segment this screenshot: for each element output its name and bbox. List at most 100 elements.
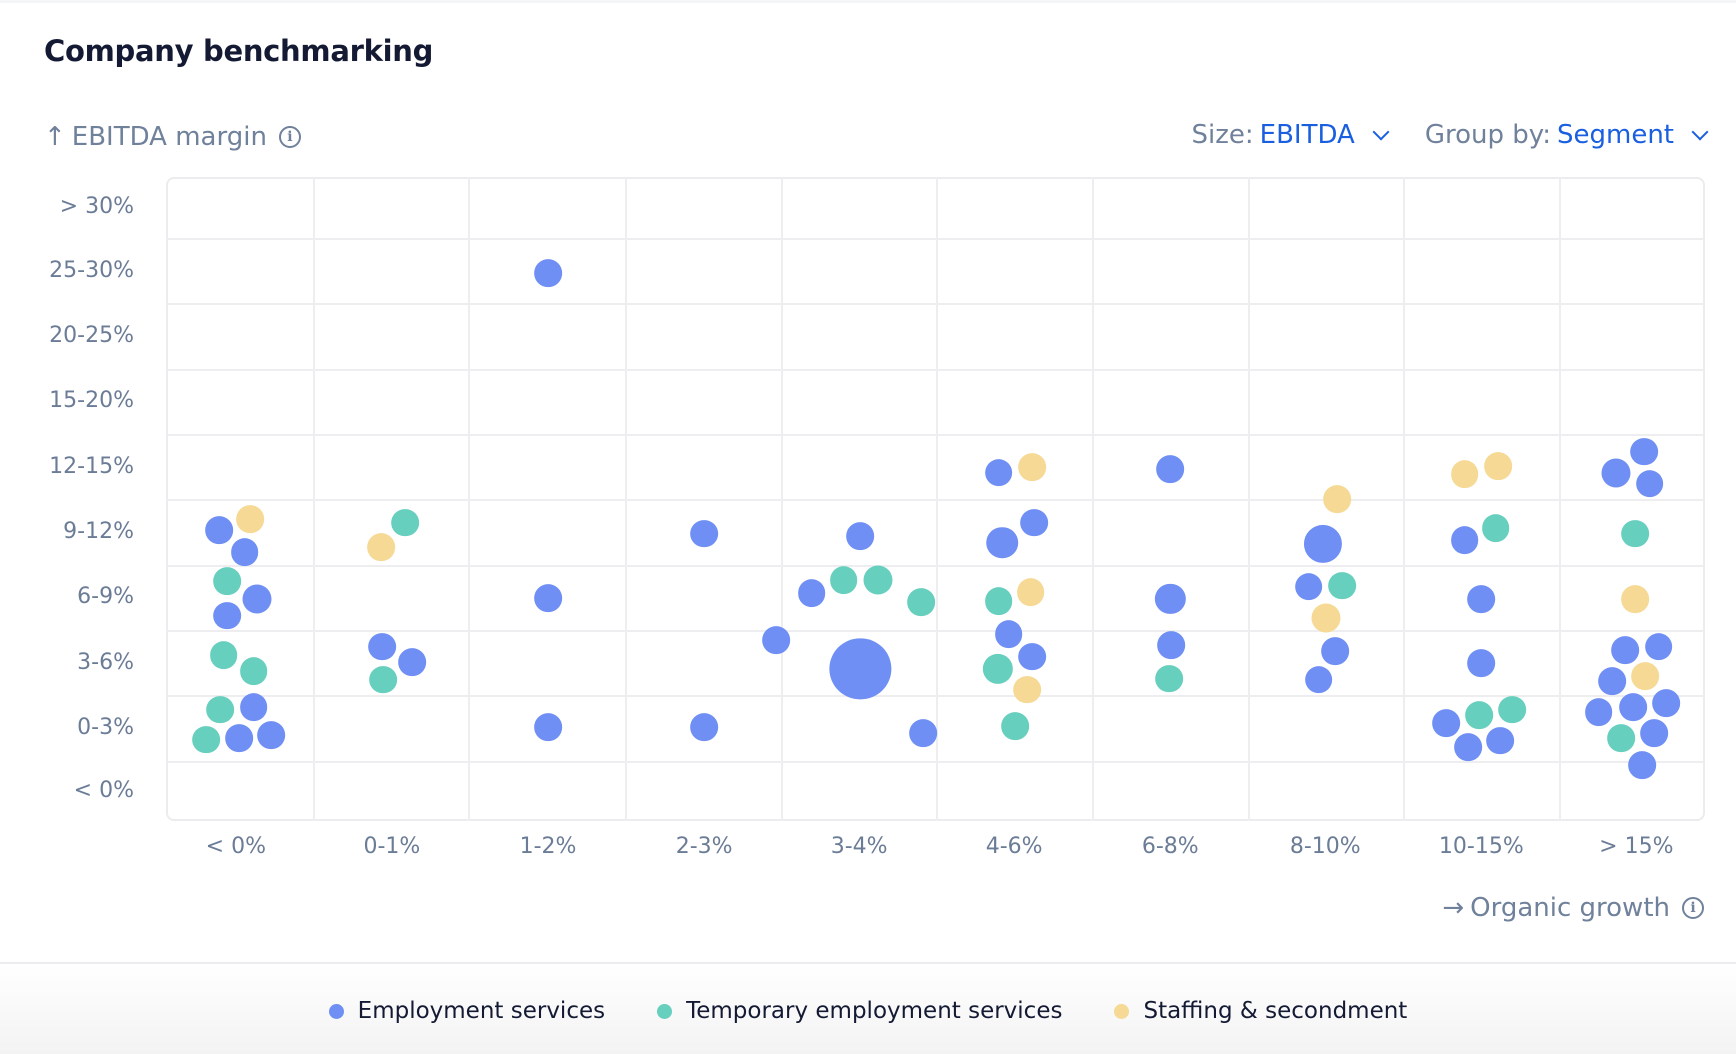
bubble[interactable] <box>1450 526 1479 555</box>
chart-controls: Size: EBITDA Group by: Segment <box>1192 120 1709 150</box>
plot-area <box>166 177 1705 821</box>
bubble[interactable] <box>1328 571 1356 600</box>
bubble[interactable] <box>1644 632 1673 661</box>
bubble[interactable] <box>1607 724 1635 753</box>
bubble[interactable] <box>690 519 718 548</box>
bubble[interactable] <box>1467 585 1496 613</box>
page-title: Company benchmarking <box>44 34 434 68</box>
bubble[interactable] <box>1020 508 1048 537</box>
x-tick-label: 8-10% <box>1289 834 1361 859</box>
bubble[interactable] <box>690 713 718 742</box>
bubble[interactable] <box>1013 675 1042 704</box>
bubble[interactable] <box>863 565 893 595</box>
bubble[interactable] <box>391 508 420 537</box>
bubble[interactable] <box>909 719 938 747</box>
bubble[interactable] <box>1155 583 1186 615</box>
bubble[interactable] <box>239 657 268 685</box>
bubble[interactable] <box>1619 693 1647 722</box>
bubble[interactable] <box>239 693 268 722</box>
bubble[interactable] <box>1598 667 1626 695</box>
bubble[interactable] <box>1498 695 1527 724</box>
legend-item-temporary-employment-services[interactable]: Temporary employment services <box>657 998 1062 1024</box>
gridline-horizontal <box>166 760 1705 763</box>
x-tick-label: 10-15% <box>1438 834 1524 859</box>
bubble[interactable] <box>1601 458 1631 488</box>
bubble[interactable] <box>1467 649 1496 678</box>
bubble[interactable] <box>846 522 875 550</box>
bubble[interactable] <box>534 259 562 288</box>
gridline-horizontal <box>166 238 1705 241</box>
bubble[interactable] <box>1631 662 1660 691</box>
bubble[interactable] <box>1156 455 1185 484</box>
bubble[interactable] <box>1001 712 1030 741</box>
bubble[interactable] <box>230 538 259 567</box>
legend-item-employment-services[interactable]: Employment services <box>328 998 605 1024</box>
bubble[interactable] <box>213 601 241 630</box>
legend-item-staffing-secondment[interactable]: Staffing & secondment <box>1114 998 1407 1024</box>
bubble[interactable] <box>534 713 562 742</box>
group-by-dropdown[interactable]: Group by: Segment <box>1425 120 1709 150</box>
bubble[interactable] <box>829 566 858 594</box>
bubble[interactable] <box>1611 636 1640 664</box>
gridline-horizontal <box>166 303 1705 306</box>
bubble[interactable] <box>1486 726 1515 755</box>
bubble[interactable] <box>1484 452 1512 480</box>
bubble[interactable] <box>367 533 395 561</box>
x-axis-title: → Organic growth i <box>1442 893 1704 923</box>
bubble[interactable] <box>1454 733 1482 762</box>
bubble[interactable] <box>907 588 935 617</box>
bubble[interactable] <box>1621 519 1650 548</box>
bubble[interactable] <box>984 587 1013 616</box>
bubble[interactable] <box>1016 578 1045 607</box>
bubble[interactable] <box>236 505 265 534</box>
info-icon[interactable]: i <box>278 126 301 148</box>
bubble[interactable] <box>206 695 235 724</box>
bubble[interactable] <box>192 725 220 754</box>
bubble[interactable] <box>368 632 396 661</box>
bubble[interactable] <box>797 579 826 608</box>
bubble[interactable] <box>1157 631 1186 660</box>
bubble[interactable] <box>1018 642 1046 671</box>
bubble[interactable] <box>1640 719 1668 747</box>
bubble[interactable] <box>398 648 426 676</box>
bubble[interactable] <box>1630 437 1658 466</box>
bubble[interactable] <box>213 567 241 596</box>
bubble[interactable] <box>829 638 891 700</box>
info-icon[interactable]: i <box>1682 897 1704 919</box>
bubble[interactable] <box>1584 698 1613 726</box>
gridline-vertical <box>1402 177 1405 822</box>
bubble[interactable] <box>994 620 1023 649</box>
bubble[interactable] <box>1018 453 1046 482</box>
bubble[interactable] <box>534 584 562 612</box>
bubble[interactable] <box>982 653 1013 684</box>
bubble[interactable] <box>1628 751 1656 779</box>
bubble[interactable] <box>242 584 272 614</box>
bubble[interactable] <box>1323 485 1352 514</box>
y-tick-label: > 30% <box>59 194 134 220</box>
bubble[interactable] <box>225 724 253 753</box>
bubble[interactable] <box>1432 709 1460 737</box>
bubble[interactable] <box>369 665 397 694</box>
bubble[interactable] <box>986 526 1018 559</box>
bubble[interactable] <box>762 626 790 654</box>
bubble[interactable] <box>205 516 234 545</box>
size-dropdown[interactable]: Size: EBITDA <box>1192 120 1390 150</box>
bubble[interactable] <box>257 721 286 749</box>
bubble[interactable] <box>1635 469 1664 498</box>
bubble[interactable] <box>1481 514 1510 542</box>
bubble[interactable] <box>1652 689 1681 717</box>
bubble[interactable] <box>1450 460 1479 488</box>
bubble[interactable] <box>1294 572 1323 601</box>
bubble[interactable] <box>1155 664 1183 693</box>
bubble[interactable] <box>209 641 238 670</box>
bubble[interactable] <box>1311 603 1341 633</box>
legend-label: Staffing & secondment <box>1143 998 1408 1024</box>
bubble[interactable] <box>1465 701 1493 730</box>
bubble[interactable] <box>984 458 1013 487</box>
bubble[interactable] <box>1321 637 1350 665</box>
legend-label: Temporary employment services <box>686 998 1063 1024</box>
bubble[interactable] <box>1304 665 1333 694</box>
bubble[interactable] <box>1621 585 1650 613</box>
bubble[interactable] <box>1303 524 1343 563</box>
x-tick-label: 3-4% <box>830 834 888 859</box>
